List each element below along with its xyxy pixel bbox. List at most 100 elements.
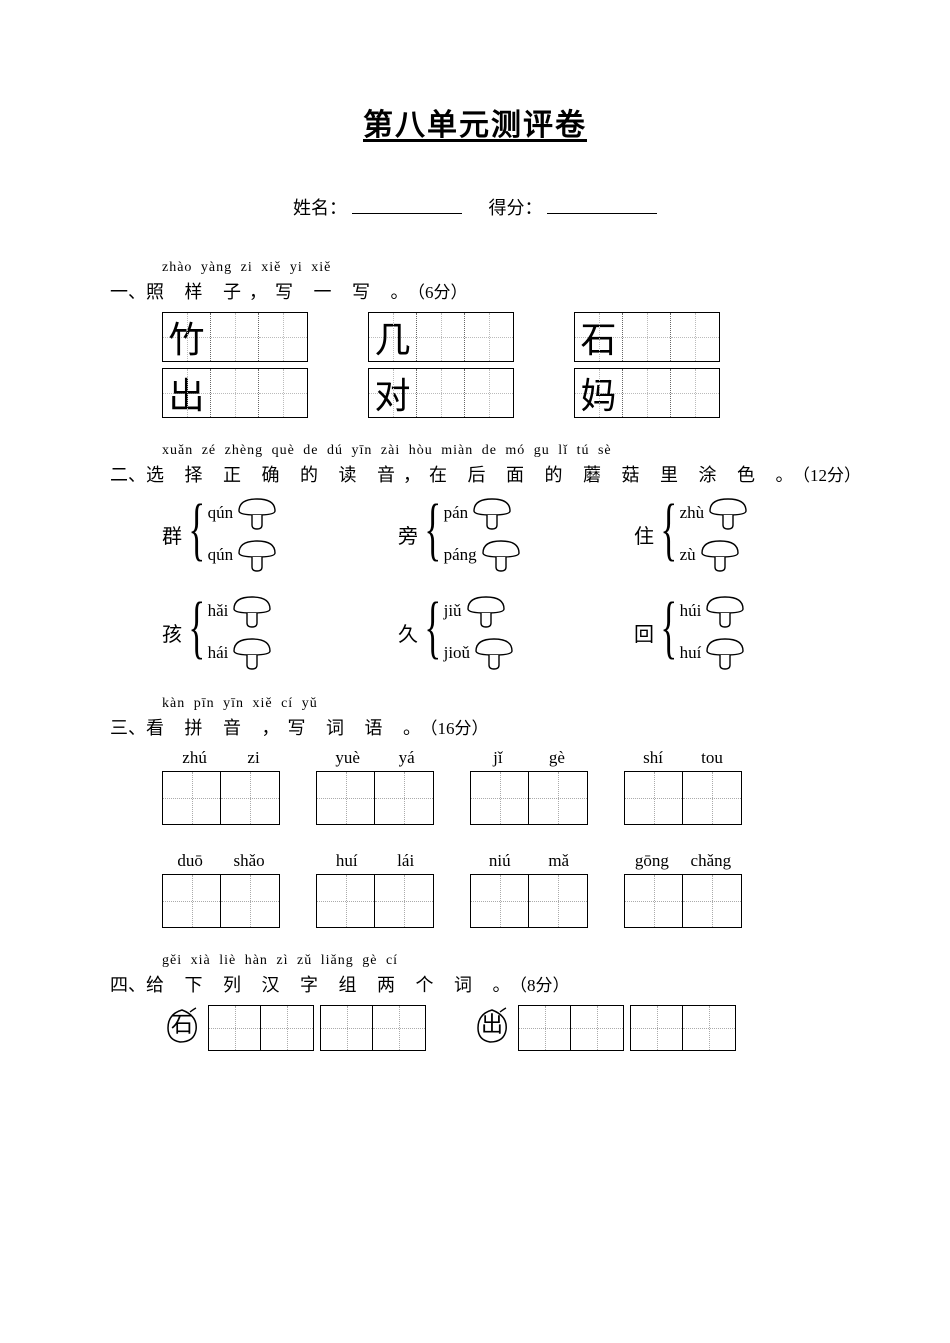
char-grid[interactable]: 对 <box>368 368 514 418</box>
pinyin-word: zhúzi <box>162 748 280 825</box>
char-grid[interactable]: 石 <box>574 312 720 362</box>
word-cell[interactable] <box>571 1006 623 1050</box>
mushroom-icon[interactable] <box>464 593 508 629</box>
tian-cell-blank[interactable] <box>211 369 259 417</box>
mushroom-icon[interactable] <box>703 635 747 671</box>
word-grid[interactable] <box>162 771 280 825</box>
word-pinyin: niúmǎ <box>470 851 588 871</box>
name-blank[interactable] <box>352 197 462 214</box>
word-cell[interactable] <box>317 772 375 824</box>
word-cell[interactable] <box>683 1006 735 1050</box>
word-grid[interactable] <box>470 771 588 825</box>
option-pinyin: pán <box>444 503 469 523</box>
word-cell[interactable] <box>375 875 433 927</box>
option-pinyin: qún <box>208 503 234 523</box>
mushroom-char: 旁 <box>398 520 418 549</box>
tian-cell-example: 几 <box>369 313 417 361</box>
brace-icon: { <box>660 495 677 573</box>
section-4-heading: 四、给 下 列 汉 字 组 两 个 词 。（8分） <box>110 971 840 997</box>
word-cell[interactable] <box>163 875 221 927</box>
word-pinyin: jǐgè <box>470 748 588 768</box>
tian-cell-blank[interactable] <box>623 369 671 417</box>
brace-icon: { <box>188 593 205 671</box>
mushroom-icon[interactable] <box>230 593 274 629</box>
brace-wrap: {húihuí <box>656 593 747 671</box>
word-cell[interactable] <box>261 1006 313 1050</box>
option-pinyin: zhù <box>680 503 705 523</box>
section-4-row: 石出 <box>162 1005 840 1051</box>
word-grid[interactable] <box>470 874 588 928</box>
char-grid[interactable]: 出 <box>162 368 308 418</box>
brace-icon: { <box>424 495 441 573</box>
word-box[interactable] <box>320 1005 426 1051</box>
word-box[interactable] <box>518 1005 624 1051</box>
word-cell[interactable] <box>529 875 587 927</box>
tian-cell-example: 妈 <box>575 369 623 417</box>
tian-cell-blank[interactable] <box>671 369 719 417</box>
word-cell[interactable] <box>625 772 683 824</box>
tian-cell-blank[interactable] <box>465 313 513 361</box>
option-pinyin: jioǔ <box>444 643 470 663</box>
mushroom-item: 住{zhùzù <box>634 495 840 573</box>
mushroom-icon[interactable] <box>235 537 279 573</box>
char-grid-row: 出对妈 <box>162 368 840 418</box>
word-cell[interactable] <box>519 1006 571 1050</box>
score-blank[interactable] <box>547 197 657 214</box>
word-cell[interactable] <box>683 772 741 824</box>
mushroom-icon[interactable] <box>235 495 279 531</box>
pinyin-option: qún <box>208 537 280 573</box>
word-cell[interactable] <box>471 875 529 927</box>
brace-wrap: {hǎihái <box>184 593 274 671</box>
word-pinyin: duōshǎo <box>162 851 280 871</box>
mushroom-options: húihuí <box>680 593 748 671</box>
section-4-text: 给 下 列 汉 字 组 两 个 词 。 <box>146 975 519 995</box>
section-3-grid: zhúziyuèyájǐgèshítouduōshǎohuíláiniúmǎgō… <box>162 748 840 928</box>
mushroom-icon[interactable] <box>698 537 742 573</box>
word-pinyin: huílái <box>316 851 434 871</box>
section-3-text: 看 拼 音 ，写 词 语 。 <box>146 718 429 738</box>
char-grid[interactable]: 竹 <box>162 312 308 362</box>
mushroom-char: 住 <box>634 520 654 549</box>
tian-cell-blank[interactable] <box>417 369 465 417</box>
word-cell[interactable] <box>317 875 375 927</box>
tian-cell-blank[interactable] <box>259 369 307 417</box>
tian-cell-blank[interactable] <box>465 369 513 417</box>
section-3-points: （16分） <box>429 719 489 738</box>
tian-cell-blank[interactable] <box>417 313 465 361</box>
mushroom-icon[interactable] <box>706 495 750 531</box>
mushroom-options: jiǔ jioǔ <box>444 593 516 671</box>
option-pinyin: jiǔ <box>444 601 462 621</box>
word-grid[interactable] <box>316 771 434 825</box>
mushroom-icon[interactable] <box>230 635 274 671</box>
mushroom-icon[interactable] <box>470 495 514 531</box>
word-box[interactable] <box>630 1005 736 1051</box>
word-cell[interactable] <box>631 1006 683 1050</box>
word-grid[interactable] <box>624 874 742 928</box>
word-grid[interactable] <box>624 771 742 825</box>
word-grid[interactable] <box>162 874 280 928</box>
word-cell[interactable] <box>471 772 529 824</box>
word-cell[interactable] <box>375 772 433 824</box>
word-cell[interactable] <box>625 875 683 927</box>
tian-cell-blank[interactable] <box>623 313 671 361</box>
mushroom-icon[interactable] <box>703 593 747 629</box>
word-grid[interactable] <box>316 874 434 928</box>
tian-cell-blank[interactable] <box>671 313 719 361</box>
word-box[interactable] <box>208 1005 314 1051</box>
word-cell[interactable] <box>321 1006 373 1050</box>
word-cell[interactable] <box>221 875 279 927</box>
leaf-char-wrap: 石 <box>162 1006 202 1051</box>
char-grid[interactable]: 几 <box>368 312 514 362</box>
word-cell[interactable] <box>373 1006 425 1050</box>
word-cell[interactable] <box>209 1006 261 1050</box>
char-grid[interactable]: 妈 <box>574 368 720 418</box>
word-cell[interactable] <box>529 772 587 824</box>
word-cell[interactable] <box>683 875 741 927</box>
tian-cell-blank[interactable] <box>259 313 307 361</box>
mushroom-icon[interactable] <box>472 635 516 671</box>
word-cell[interactable] <box>221 772 279 824</box>
tian-cell-blank[interactable] <box>211 313 259 361</box>
mushroom-icon[interactable] <box>479 537 523 573</box>
word-cell[interactable] <box>163 772 221 824</box>
mushroom-item: 孩{hǎihái <box>162 593 368 671</box>
